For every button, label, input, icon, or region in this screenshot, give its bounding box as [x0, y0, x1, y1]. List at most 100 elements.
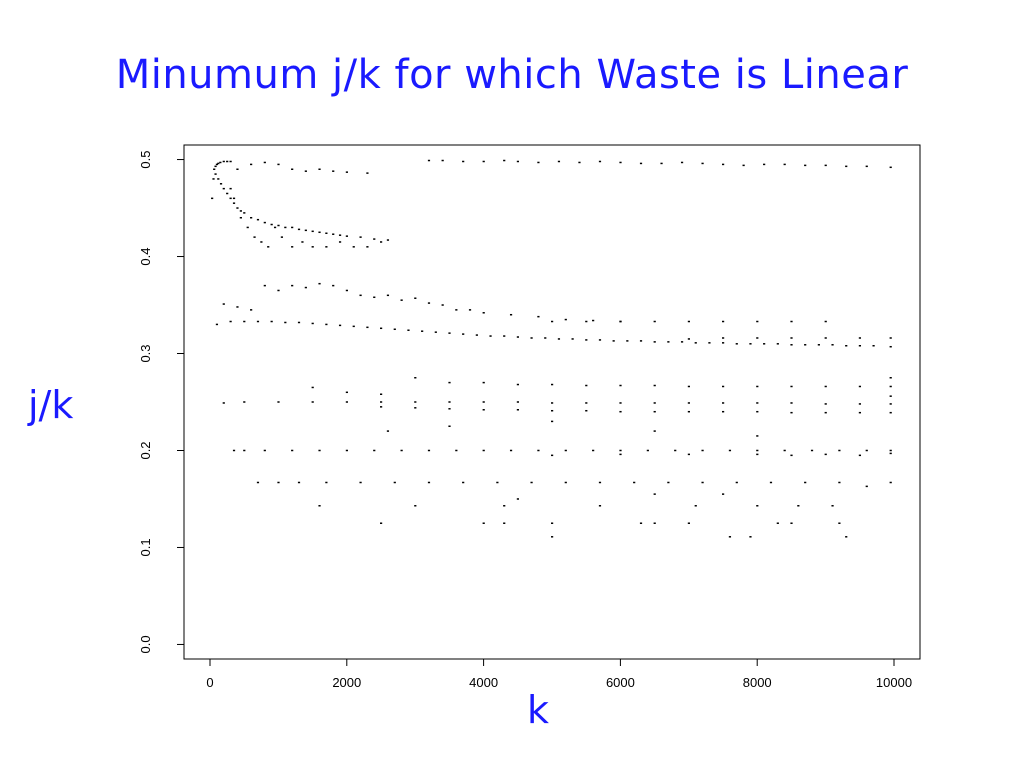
data-point — [756, 453, 759, 456]
y-tick-label: 0.1 — [138, 538, 153, 556]
data-point — [530, 481, 533, 484]
data-point — [215, 163, 219, 166]
data-point — [482, 522, 485, 524]
data-point — [551, 409, 554, 412]
data-point — [345, 401, 348, 403]
y-tick-label: 0.0 — [138, 635, 153, 653]
data-point — [701, 162, 704, 165]
data-point — [790, 454, 793, 457]
data-point — [653, 341, 656, 343]
data-point — [345, 235, 348, 237]
data-point — [722, 337, 725, 339]
data-point — [318, 168, 321, 170]
data-point — [496, 481, 499, 484]
x-tick-label: 2000 — [332, 675, 361, 690]
data-point — [667, 481, 670, 484]
data-point — [386, 430, 390, 432]
data-point — [468, 309, 472, 311]
data-point — [213, 168, 216, 170]
data-point — [311, 401, 314, 403]
data-point — [776, 343, 779, 345]
data-point — [332, 233, 335, 235]
data-point — [585, 384, 588, 387]
data-point — [236, 207, 239, 209]
data-point — [222, 187, 225, 190]
data-point — [790, 385, 793, 388]
data-point — [503, 159, 506, 162]
data-point — [804, 481, 807, 484]
data-point — [530, 337, 533, 339]
data-point — [646, 449, 649, 452]
data-point — [301, 241, 304, 243]
data-point — [763, 343, 766, 345]
data-point — [421, 330, 424, 332]
data-point — [516, 401, 519, 403]
data-point — [462, 481, 465, 484]
data-point — [728, 449, 732, 452]
data-point — [366, 246, 369, 248]
data-point — [592, 319, 595, 322]
data-point — [701, 481, 704, 484]
data-point — [756, 337, 759, 339]
data-point — [427, 159, 431, 162]
data-point — [482, 401, 485, 403]
data-point — [824, 411, 827, 414]
data-point — [585, 402, 588, 404]
axes: 0 2000 4000 6000 8000 10000 0.0 0.1 0.2 0.3 0.4 0.5 — [138, 151, 912, 690]
data-point — [592, 449, 595, 452]
data-point — [246, 226, 249, 229]
data-point — [253, 236, 256, 238]
data-point — [414, 377, 417, 379]
data-point — [325, 323, 328, 326]
data-point — [653, 410, 656, 413]
data-point — [889, 385, 892, 388]
data-point — [311, 386, 314, 389]
data-point — [503, 505, 506, 507]
data-point — [516, 498, 519, 500]
data-point — [263, 161, 266, 164]
data-point — [503, 522, 506, 524]
data-point — [345, 449, 348, 452]
data-point — [872, 345, 875, 347]
data-point — [687, 338, 690, 340]
data-point — [277, 289, 280, 292]
data-point — [222, 160, 225, 163]
data-point — [462, 160, 465, 163]
data-point — [509, 449, 513, 452]
data-point — [742, 164, 745, 167]
data-point — [414, 297, 417, 299]
data-point — [865, 165, 868, 168]
data-point — [277, 481, 280, 484]
x-axis-label: k — [527, 688, 550, 732]
data-point — [243, 449, 246, 452]
data-point — [260, 241, 263, 243]
data-point — [239, 216, 242, 219]
data-point — [653, 522, 656, 524]
data-point — [858, 411, 862, 414]
data-point — [845, 536, 848, 538]
data-point — [783, 449, 786, 452]
data-point — [256, 481, 260, 484]
data-point — [749, 536, 752, 538]
data-point — [211, 197, 214, 200]
data-point — [889, 481, 892, 484]
data-point — [414, 401, 417, 403]
data-point — [838, 449, 841, 452]
data-point — [359, 481, 362, 484]
data-point — [551, 536, 554, 538]
data-point — [277, 163, 280, 166]
data-point — [448, 401, 451, 403]
data-point — [639, 522, 643, 524]
data-point — [680, 161, 684, 164]
data-point — [564, 449, 567, 452]
data-point — [482, 160, 485, 163]
data-point — [722, 163, 725, 166]
data-point — [280, 236, 284, 238]
data-point — [304, 170, 307, 172]
data-point — [393, 481, 396, 484]
data-point — [318, 282, 321, 285]
data-point — [619, 161, 622, 164]
data-point — [222, 402, 225, 404]
data-point — [831, 344, 834, 346]
data-point — [304, 229, 307, 232]
